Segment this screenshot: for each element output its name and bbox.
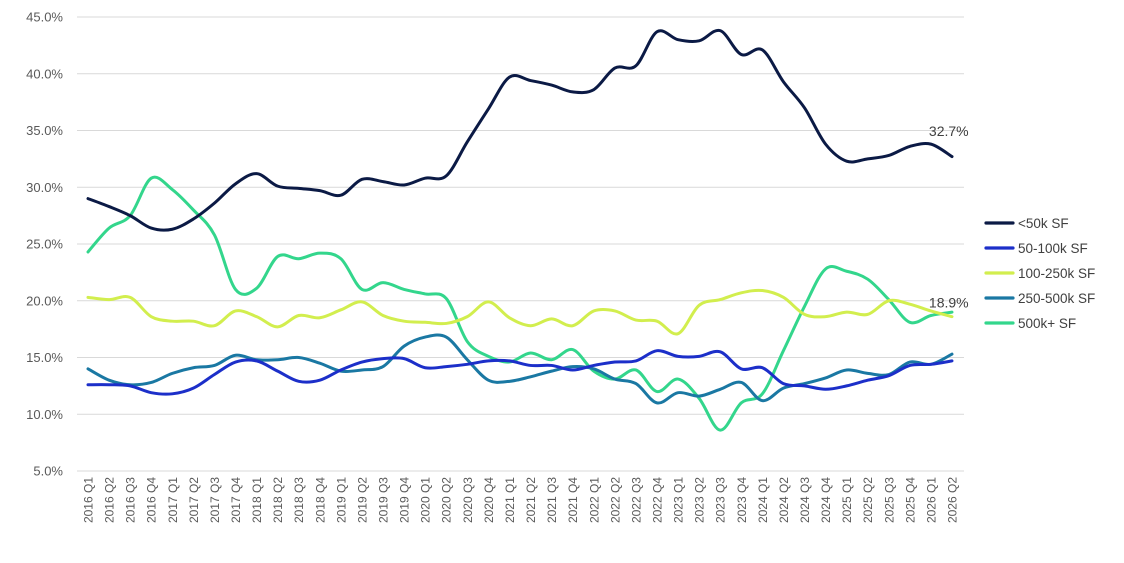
legend-label: 100-250k SF [1018, 266, 1095, 281]
legend: <50k SF 50-100k SF 100-250k SF 250-500k SF 5… [984, 216, 1095, 331]
series-line-250-500k-sf [86, 333, 954, 405]
x-tick-label: 2021 Q4 [566, 477, 580, 523]
series-line-100-250k-sf [86, 288, 954, 336]
data-annotations: 32.7% 18.9% [929, 123, 969, 310]
x-tick-label: 2021 Q3 [545, 477, 559, 523]
x-tick-label: 2017 Q4 [229, 477, 243, 523]
x-tick-label: 2021 Q2 [524, 477, 538, 523]
x-tick-label: 2016 Q2 [103, 477, 117, 523]
y-tick-label: 35.0% [26, 123, 63, 138]
x-tick-label: 2023 Q1 [672, 477, 686, 523]
x-tick-label: 2024 Q1 [756, 477, 770, 523]
x-tick-label: 2024 Q2 [777, 477, 791, 523]
y-tick-label: 25.0% [26, 237, 63, 252]
legend-label: 50-100k SF [1018, 241, 1088, 256]
x-tick-label: 2020 Q4 [482, 477, 496, 523]
y-tick-label: 10.0% [26, 407, 63, 422]
y-tick-label: 5.0% [33, 464, 63, 479]
data-label: 32.7% [929, 123, 969, 139]
x-tick-label: 2017 Q1 [166, 477, 180, 523]
series-lines [86, 28, 954, 432]
x-tick-label: 2023 Q3 [714, 477, 728, 523]
series-line-50-100k-sf [86, 349, 954, 396]
x-tick-label: 2021 Q1 [503, 477, 517, 523]
x-axis: 2016 Q1 2016 Q2 2016 Q3 2016 Q4 2017 Q1 2017 … [77, 470, 964, 523]
x-tick-label: 2025 Q2 [861, 477, 875, 523]
x-tick-label: 2017 Q2 [187, 477, 201, 523]
x-tick-label: 2022 Q3 [629, 477, 643, 523]
x-tick-label: 2019 Q1 [334, 477, 348, 523]
x-tick-label: 2018 Q1 [250, 477, 264, 523]
x-tick-label: 2019 Q3 [377, 477, 391, 523]
series-line-500k-sf [86, 175, 954, 432]
y-tick-label: 15.0% [26, 350, 63, 365]
gridlines [77, 16, 964, 472]
x-tick-label: 2026 Q1 [924, 477, 938, 523]
x-tick-label: 2025 Q1 [840, 477, 854, 523]
x-tick-label: 2016 Q4 [145, 477, 159, 523]
x-tick-label: 2018 Q2 [271, 477, 285, 523]
y-tick-label: 45.0% [26, 10, 63, 25]
x-tick-label: 2025 Q4 [903, 477, 917, 523]
x-tick-label: 2019 Q4 [398, 477, 412, 523]
legend-label: 500k+ SF [1018, 316, 1076, 331]
x-tick-label: 2018 Q4 [313, 477, 327, 523]
data-label: 18.9% [929, 295, 969, 311]
y-tick-label: 20.0% [26, 293, 63, 308]
x-tick-label: 2023 Q4 [735, 477, 749, 523]
x-tick-label: 2020 Q2 [440, 477, 454, 523]
x-tick-label: 2016 Q3 [124, 477, 138, 523]
x-tick-label: 2023 Q2 [693, 477, 707, 523]
x-tick-label: 2026 Q2 [946, 477, 960, 523]
x-tick-label: 2016 Q1 [82, 477, 96, 523]
series-line-50k-sf [86, 28, 954, 232]
x-tick-label: 2022 Q4 [650, 477, 664, 523]
x-tick-label: 2022 Q2 [608, 477, 622, 523]
x-tick-label: 2025 Q3 [882, 477, 896, 523]
x-tick-label: 2020 Q1 [419, 477, 433, 523]
legend-label: 250-500k SF [1018, 291, 1095, 306]
x-tick-label: 2018 Q3 [292, 477, 306, 523]
y-axis: 5.0% 10.0% 15.0% 20.0% 25.0% 30.0% 35.0% 40.0% 4… [26, 10, 63, 479]
y-tick-label: 30.0% [26, 180, 63, 195]
x-tick-label: 2022 Q1 [587, 477, 601, 523]
x-tick-label: 2019 Q2 [355, 477, 369, 523]
x-tick-label: 2020 Q3 [461, 477, 475, 523]
x-tick-label: 2024 Q3 [798, 477, 812, 523]
y-tick-label: 40.0% [26, 66, 63, 81]
x-tick-label: 2017 Q3 [208, 477, 222, 523]
legend-label: <50k SF [1018, 216, 1069, 231]
x-tick-label: 2024 Q4 [819, 477, 833, 523]
